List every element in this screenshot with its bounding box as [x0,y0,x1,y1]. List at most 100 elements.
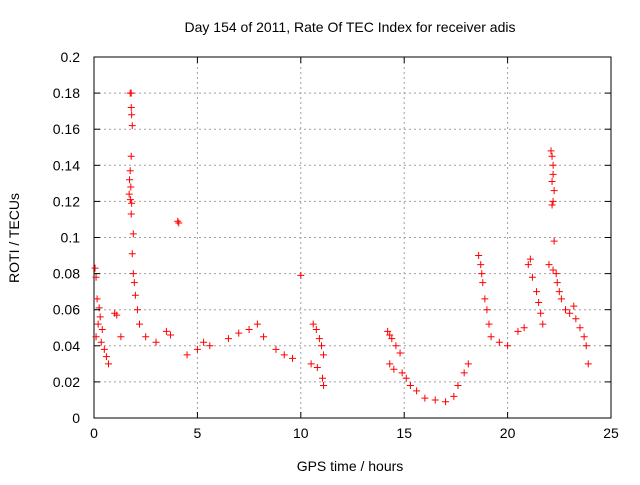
data-point [152,338,160,346]
data-point [224,335,232,343]
data-point [253,320,261,328]
data-point [206,342,214,350]
data-point [431,396,439,404]
data-point [555,288,563,296]
data-point [133,306,141,314]
y-tick-label: 0.06 [53,302,80,318]
y-tick-label: 0.18 [53,85,80,101]
data-point [128,199,136,207]
y-tick-label: 0.14 [53,157,80,173]
chart-title: Day 154 of 2011, Rate Of TEC Index for r… [185,19,516,35]
data-point [113,311,121,319]
data-point [576,324,584,332]
axis-ticks: 0 5 10 15 20 25 0 0.02 0.04 0.06 0.08 0.1 0.12 0.14 0.… [53,49,619,441]
data-point [127,89,135,97]
data-point [533,288,541,296]
data-point [550,237,558,245]
data-point [580,333,588,341]
y-tick-label: 0.08 [53,266,80,282]
data-point [392,342,400,350]
x-tick-label: 10 [293,425,309,441]
grid-lines [94,57,611,418]
data-point [553,279,561,287]
data-point [289,354,297,362]
data-point [557,295,565,303]
data-point [272,345,280,353]
data-point [98,326,106,334]
data-point [235,329,243,337]
data-point [549,170,557,178]
data-point [193,345,201,353]
data-point [128,250,136,258]
data-point [514,327,522,335]
y-axis-label: ROTI / TECUs [6,193,22,283]
data-point [550,187,558,195]
data-point [200,338,208,346]
data-point [309,320,317,328]
data-point [125,190,133,198]
data-point [548,152,556,160]
data-point [127,210,135,218]
data-point [126,176,134,184]
data-point [128,122,136,130]
data-point [402,374,410,382]
x-axis-label: GPS time / hours [297,458,404,474]
data-point [162,327,170,335]
data-point [547,147,555,155]
y-tick-label: 0.12 [53,193,80,209]
data-point [460,369,468,377]
data-point [102,353,110,361]
data-point [320,351,328,359]
data-point [549,266,557,274]
data-point [174,217,182,225]
data-point [175,219,183,227]
data-point [126,196,134,204]
x-tick-label: 20 [500,425,516,441]
data-point [396,349,404,357]
y-tick-label: 0.04 [53,338,80,354]
data-point [97,338,105,346]
data-point [260,333,268,341]
data-point [549,161,557,169]
data-point [317,342,325,350]
data-point [539,320,547,328]
data-point [92,273,100,281]
data-point [280,351,288,359]
data-point [127,104,135,112]
data-point [485,320,493,328]
data-point [566,309,574,317]
data-point [548,178,556,186]
data-point [398,369,406,377]
data-point [478,270,486,278]
data-point [95,304,103,312]
data-point [386,360,394,368]
data-point [454,382,462,390]
data-point [520,324,528,332]
data-point [96,313,104,321]
data-point [167,331,175,339]
data-point [390,365,398,373]
data-point [313,363,321,371]
data-point [126,167,134,175]
data-point [129,270,137,278]
data-point [552,270,560,278]
data-point [562,306,570,314]
data-point [130,279,138,287]
data-point [479,279,487,287]
data-point [413,387,421,395]
y-tick-label: 0.02 [53,374,80,390]
data-point [526,255,534,263]
data-point [481,295,489,303]
y-tick-label: 0.2 [61,49,81,65]
data-point [572,315,580,323]
data-point [545,261,553,269]
data-point [315,335,323,343]
data-point [504,342,512,350]
data-point [104,360,112,368]
data-point [388,335,396,343]
data-point [94,320,102,328]
data-point [131,291,139,299]
data-point [450,392,458,400]
